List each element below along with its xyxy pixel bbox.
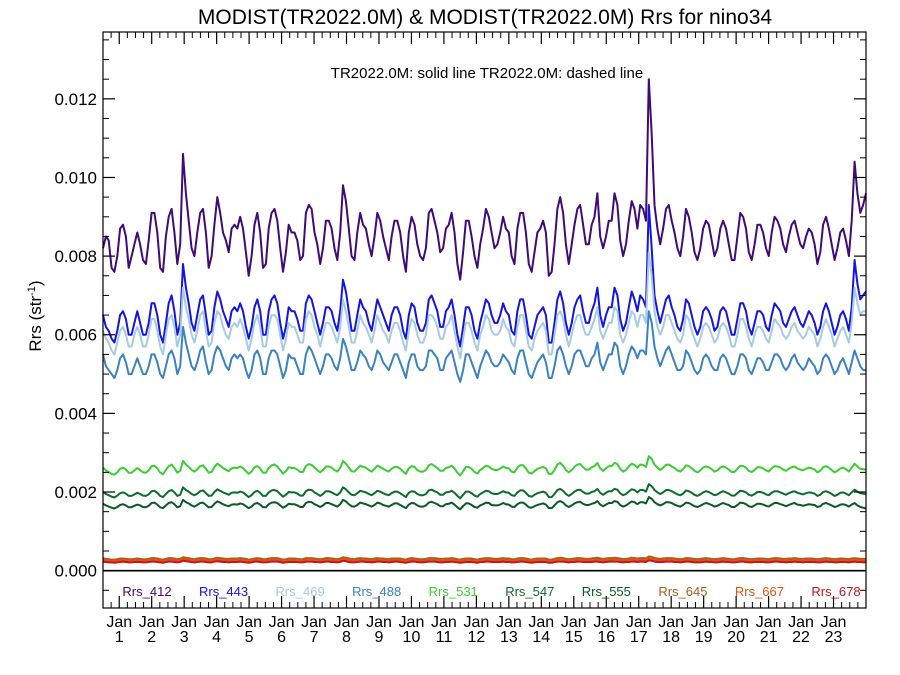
series-line-rrs-555 bbox=[102, 496, 867, 511]
legend-item-rrs-412: Rrs_412 bbox=[122, 584, 171, 599]
x-tick-month-label: Jan bbox=[496, 614, 522, 631]
y-axis-label-close: ) bbox=[26, 280, 45, 286]
x-tick-year-label: 14 bbox=[532, 629, 550, 646]
y-tick-label: 0.010 bbox=[54, 168, 97, 187]
x-tick-month-label: Jan bbox=[171, 614, 197, 631]
series-line-rrs-547 bbox=[102, 483, 867, 500]
y-tick-label: 0.002 bbox=[54, 483, 97, 502]
x-tick-month-label: Jan bbox=[723, 614, 749, 631]
x-tick-month-label: Jan bbox=[399, 614, 425, 631]
x-tick-year-label: 18 bbox=[662, 629, 680, 646]
legend-item-rrs-678: Rrs_678 bbox=[811, 584, 860, 599]
legend-item-rrs-488: Rrs_488 bbox=[352, 584, 401, 599]
x-tick-year-label: 20 bbox=[727, 629, 745, 646]
legend-item-rrs-469: Rrs_469 bbox=[276, 584, 325, 599]
series-line-rrs-645 bbox=[102, 555, 866, 561]
x-tick-month-label: Jan bbox=[236, 614, 262, 631]
y-axis-label-superscript: -1 bbox=[26, 286, 38, 296]
x-tick-month-label: Jan bbox=[528, 614, 554, 631]
series-line-rrs-531 bbox=[102, 455, 867, 477]
x-tick-month-label: Jan bbox=[269, 614, 295, 631]
x-tick-year-label: 2 bbox=[147, 629, 156, 646]
legend-item-rrs-645: Rrs_645 bbox=[658, 584, 707, 599]
x-tick-year-label: 12 bbox=[467, 629, 485, 646]
x-tick-month-label: Jan bbox=[561, 614, 587, 631]
x-tick-month-label: Jan bbox=[463, 614, 489, 631]
x-tick-year-label: 16 bbox=[597, 629, 615, 646]
x-tick-month-label: Jan bbox=[658, 614, 684, 631]
series-line-rrs-488 bbox=[102, 310, 866, 383]
x-tick-month-label: Jan bbox=[593, 614, 619, 631]
y-tick-label: 0.012 bbox=[54, 90, 97, 109]
x-tick-month-label: Jan bbox=[431, 614, 457, 631]
series-line-rrs-667 bbox=[102, 557, 866, 563]
x-tick-year-label: 10 bbox=[403, 629, 421, 646]
x-tick-year-label: 1 bbox=[115, 629, 124, 646]
x-tick-month-label: Jan bbox=[106, 614, 132, 631]
y-axis-label: Rrs (str-1) bbox=[26, 280, 45, 351]
x-axis: Jan1Jan2Jan3Jan4Jan5Jan6Jan7Jan8Jan9Jan1… bbox=[106, 32, 859, 646]
y-tick-label: 0.008 bbox=[54, 247, 97, 266]
y-axis: 0.000 0.002 0.004 0.006 0.008 0.010 0.012 bbox=[54, 39, 866, 591]
x-tick-year-label: 3 bbox=[180, 629, 189, 646]
series-line-rrs-443 bbox=[102, 204, 867, 348]
x-tick-year-label: 13 bbox=[500, 629, 518, 646]
x-tick-month-label: Jan bbox=[788, 614, 814, 631]
y-tick-label: 0.004 bbox=[54, 404, 97, 423]
x-tick-year-label: 15 bbox=[565, 629, 583, 646]
x-tick-year-label: 17 bbox=[630, 629, 648, 646]
x-tick-month-label: Jan bbox=[301, 614, 327, 631]
x-tick-month-label: Jan bbox=[204, 614, 230, 631]
x-tick-month-label: Jan bbox=[626, 614, 652, 631]
legend-item-rrs-531: Rrs_531 bbox=[429, 584, 478, 599]
series-line-rrs-412 bbox=[102, 78, 867, 281]
legend-item-rrs-555: Rrs_555 bbox=[582, 584, 631, 599]
x-tick-year-label: 6 bbox=[277, 629, 286, 646]
x-tick-month-label: Jan bbox=[366, 614, 392, 631]
x-tick-year-label: 9 bbox=[375, 629, 384, 646]
x-tick-month-label: Jan bbox=[691, 614, 717, 631]
x-tick-year-label: 22 bbox=[792, 629, 810, 646]
legend-item-rrs-443: Rrs_443 bbox=[199, 584, 248, 599]
x-tick-year-label: 4 bbox=[212, 629, 221, 646]
x-tick-year-label: 19 bbox=[695, 629, 713, 646]
series-line-rrs-678 bbox=[102, 559, 866, 564]
x-tick-month-label: Jan bbox=[821, 614, 847, 631]
x-tick-month-label: Jan bbox=[334, 614, 360, 631]
x-tick-year-label: 11 bbox=[436, 629, 453, 646]
y-tick-label: 0.006 bbox=[54, 326, 97, 345]
legend: Rrs_412 Rrs_443 Rrs_469 Rrs_488 Rrs_531 Rrs_5… bbox=[122, 584, 860, 599]
x-tick-year-label: 21 bbox=[760, 629, 778, 646]
x-tick-month-label: Jan bbox=[756, 614, 782, 631]
x-tick-month-label: Jan bbox=[139, 614, 165, 631]
x-tick-year-label: 23 bbox=[825, 629, 843, 646]
y-tick-label: 0.000 bbox=[54, 562, 97, 581]
x-tick-year-label: 5 bbox=[245, 629, 254, 646]
chart-title: MODIST(TR2022.0M) & MODIST(TR2022.0M) Rr… bbox=[198, 6, 772, 29]
legend-item-rrs-547: Rrs_547 bbox=[505, 584, 554, 599]
x-tick-year-label: 8 bbox=[342, 629, 351, 646]
series-lines bbox=[102, 78, 867, 564]
line-style-annotation: TR2022.0M: solid line TR2022.0M: dashed … bbox=[331, 65, 643, 82]
y-axis-label-text: Rrs (str bbox=[26, 296, 45, 352]
x-tick-year-label: 7 bbox=[310, 629, 319, 646]
legend-item-rrs-667: Rrs_667 bbox=[735, 584, 784, 599]
series-line-rrs-469 bbox=[102, 251, 866, 360]
